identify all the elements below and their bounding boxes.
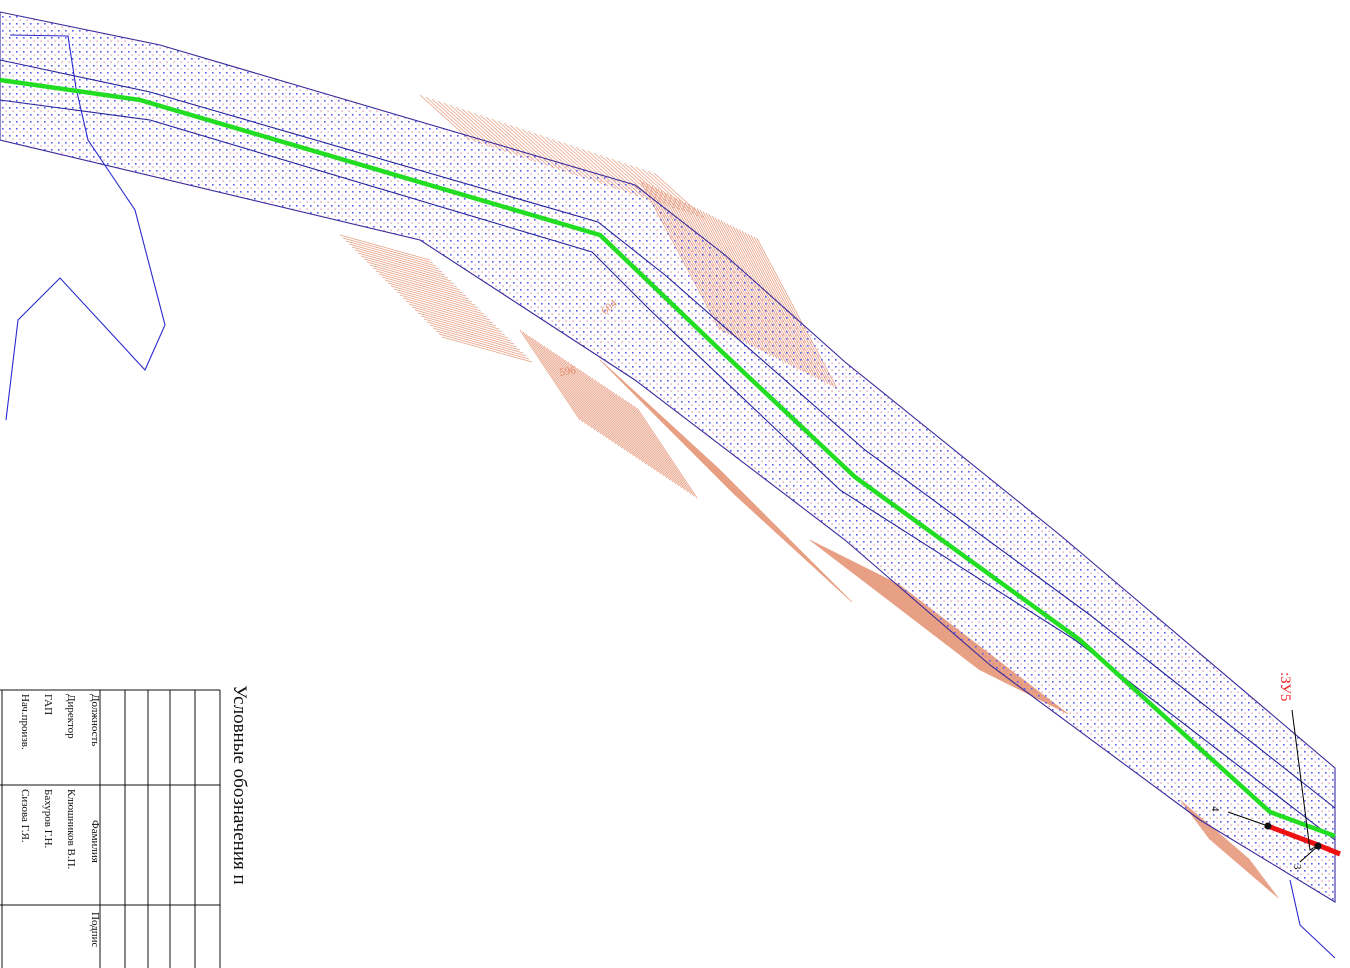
title-block: Должность Фамилия Подпис Директор Клюшни… bbox=[0, 689, 221, 968]
corridor-edge-line-lower bbox=[0, 99, 1336, 841]
table-cell-position: Нач.произв. bbox=[19, 694, 31, 750]
table-cell-name: Клюшников В.П. bbox=[65, 789, 77, 870]
vertex-point-3 bbox=[1314, 842, 1322, 850]
vertex-leader-4 bbox=[1227, 811, 1269, 827]
land-boundary-line-lower bbox=[1289, 879, 1336, 959]
table-header-position: Должность bbox=[89, 694, 101, 746]
table-header-signature: Подпис bbox=[89, 912, 101, 947]
land-boundary-line bbox=[5, 34, 166, 421]
vertex-number: 3 bbox=[1291, 864, 1303, 870]
elevation-label: 596 bbox=[558, 364, 577, 379]
table-cell-name: Бахуров Г.Н. bbox=[42, 789, 54, 849]
legend-title: Условные обозначения п bbox=[229, 685, 250, 885]
vertex-leader-3 bbox=[1299, 845, 1319, 863]
table-header-name: Фамилия bbox=[89, 820, 101, 863]
table-cell-name: Сизова Г.Я. bbox=[19, 789, 31, 843]
land-plot-label: :ЗУ5 bbox=[1277, 672, 1293, 701]
table-cell-position: ГАП bbox=[42, 694, 54, 715]
right-of-way-corridor bbox=[0, 11, 1336, 903]
vertex-number: 4 bbox=[1209, 806, 1221, 812]
corridor-edge-line-upper bbox=[0, 59, 1336, 809]
vertex-point-4 bbox=[1264, 822, 1272, 830]
route-axis-line bbox=[0, 77, 1336, 839]
table-cell-position: Директор bbox=[65, 694, 77, 739]
